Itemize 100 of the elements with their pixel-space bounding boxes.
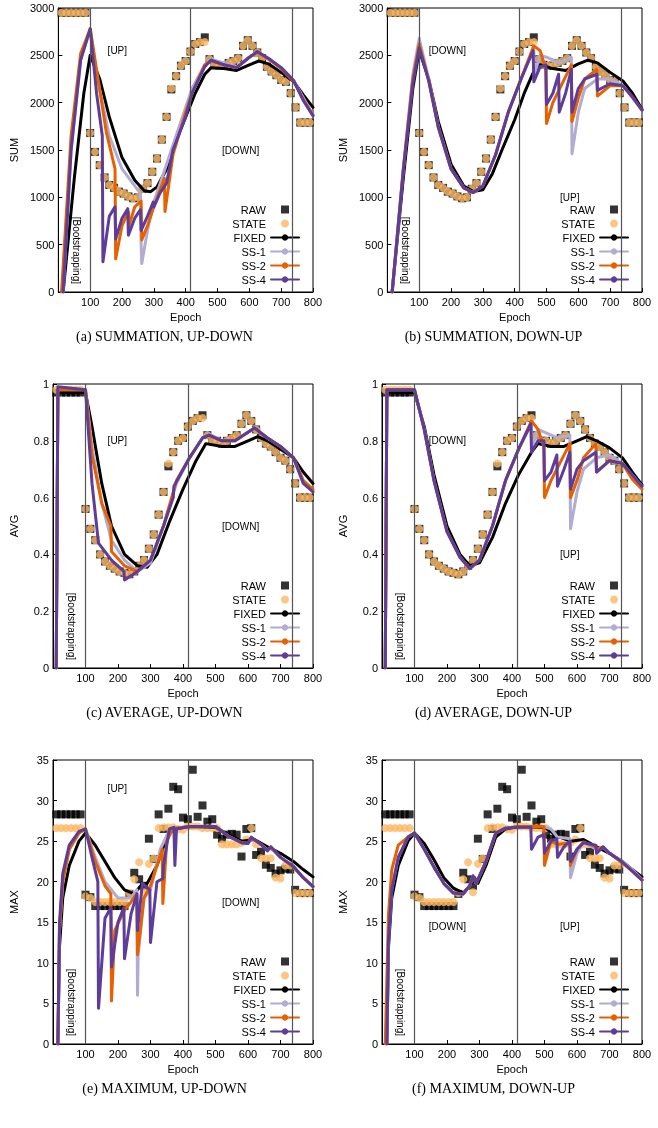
x-tick-label: 800 xyxy=(632,671,652,684)
annotation: [UP] xyxy=(107,782,128,794)
legend-label: RAW xyxy=(569,203,596,216)
legend-label: SS-2 xyxy=(570,635,595,648)
legend-label: SS-4 xyxy=(570,1025,595,1038)
legend-label: SS-4 xyxy=(241,273,266,286)
y-axis-title: AVG xyxy=(7,514,20,538)
ref-line-label: [Bootstrapping] xyxy=(70,216,82,285)
x-axis-title: Epoch xyxy=(499,311,531,324)
ref-line-label: [Bootstrapping] xyxy=(399,216,411,285)
legend-label: SS-1 xyxy=(570,997,595,1010)
x-tick-label: 400 xyxy=(173,671,193,684)
y-tick-label: 0.6 xyxy=(362,491,378,504)
annotation: [DOWN] xyxy=(428,45,467,57)
x-tick-label: 500 xyxy=(535,671,554,684)
y-tick-label: 5 xyxy=(371,997,378,1010)
y-tick-label: 1500 xyxy=(358,144,384,156)
text: (c) AVERAGE, UP-DOWN xyxy=(86,704,243,721)
x-tick-label: 600 xyxy=(238,1047,258,1060)
x-tick-label: 200 xyxy=(441,295,461,308)
x-tick-label: 200 xyxy=(437,1047,457,1060)
ref-line-label: [Bootstrapping] xyxy=(395,592,406,661)
annotation: [UP] xyxy=(107,45,128,57)
x-tick-label: 400 xyxy=(176,295,195,308)
y-tick-label: 2500 xyxy=(29,49,55,62)
x-tick-label: 600 xyxy=(240,295,259,308)
legend-label: RAW xyxy=(240,579,267,592)
y-tick-label: 1 xyxy=(371,378,378,390)
x-tick-label: 300 xyxy=(141,671,160,684)
legend-label: SS-1 xyxy=(570,621,595,634)
y-tick-label: 1000 xyxy=(358,191,384,204)
x-tick-label: 500 xyxy=(206,671,225,684)
legend-label: SS-2 xyxy=(570,259,595,272)
legend-label: STATE xyxy=(561,969,595,982)
y-tick-label: 10 xyxy=(365,956,378,969)
y-tick-label: 0.8 xyxy=(362,434,378,447)
x-tick-label: 200 xyxy=(108,671,128,684)
x-tick-label: 500 xyxy=(537,295,556,308)
legend-label: FIXED xyxy=(562,607,596,620)
x-tick-label: 400 xyxy=(502,671,522,684)
y-tick-label: 20 xyxy=(365,875,378,888)
y-axis-title: AVG xyxy=(336,514,349,538)
x-tick-label: 800 xyxy=(632,1047,652,1060)
x-tick-label: 700 xyxy=(271,671,290,684)
x-axis-title: Epoch xyxy=(170,311,202,324)
x-axis-title: Epoch xyxy=(496,1063,528,1076)
ref-line-label: [Bootstrapping] xyxy=(66,592,77,661)
y-tick-label: 30 xyxy=(36,794,49,807)
annotation: [UP] xyxy=(559,548,580,560)
annotation: [UP] xyxy=(559,191,580,203)
y-tick-label: 35 xyxy=(36,754,49,766)
annotation: [DOWN] xyxy=(222,520,260,532)
annotation: [DOWN] xyxy=(222,144,260,156)
y-tick-label: 0 xyxy=(48,286,55,298)
y-tick-label: 0 xyxy=(42,1038,49,1050)
text: (a) SUMMATION, UP-DOWN xyxy=(76,328,253,345)
y-tick-label: 30 xyxy=(365,794,378,807)
y-tick-label: 0.4 xyxy=(33,548,49,561)
legend-label: SS-4 xyxy=(570,273,595,286)
x-tick-label: 500 xyxy=(208,295,227,308)
y-tick-label: 25 xyxy=(365,835,378,848)
x-tick-label: 600 xyxy=(238,671,258,684)
y-tick-label: 0.4 xyxy=(362,548,378,561)
y-axis-title: SUM xyxy=(336,137,349,163)
y-tick-label: 2000 xyxy=(29,96,55,109)
legend-label: RAW xyxy=(240,203,267,216)
y-tick-label: 0 xyxy=(371,662,378,674)
text: (e) MAXIMUM, UP-DOWN xyxy=(82,1080,247,1097)
x-tick-label: 300 xyxy=(141,1047,160,1060)
x-tick-label: 100 xyxy=(76,1047,95,1060)
x-tick-label: 700 xyxy=(600,1047,619,1060)
legend-label: STATE xyxy=(232,217,266,230)
y-tick-label: 25 xyxy=(36,835,49,848)
x-tick-label: 700 xyxy=(271,295,291,308)
x-tick-label: 800 xyxy=(303,295,323,308)
text: (b) SUMMATION, DOWN-UP xyxy=(404,328,583,345)
annotation: [DOWN] xyxy=(222,896,260,908)
legend-label: STATE xyxy=(232,969,266,982)
y-tick-label: 20 xyxy=(36,875,49,888)
y-tick-label: 2000 xyxy=(358,96,384,109)
legend-label: SS-4 xyxy=(241,1025,266,1038)
y-tick-label: 3000 xyxy=(358,2,384,14)
annotation: [DOWN] xyxy=(428,435,467,447)
x-tick-label: 600 xyxy=(569,295,588,308)
x-tick-label: 400 xyxy=(502,1047,522,1060)
x-tick-label: 300 xyxy=(144,295,164,308)
ref-line-label: [Bootstrapping] xyxy=(66,968,77,1037)
y-axis-title: SUM xyxy=(7,137,20,163)
x-tick-label: 600 xyxy=(567,1047,587,1060)
x-tick-label: 700 xyxy=(600,295,620,308)
x-tick-label: 100 xyxy=(76,671,95,684)
legend-label: SS-2 xyxy=(241,1011,266,1024)
y-tick-label: 1000 xyxy=(29,191,55,204)
x-tick-label: 300 xyxy=(473,295,493,308)
legend-label: FIXED xyxy=(233,607,267,620)
y-tick-label: 500 xyxy=(36,238,55,251)
legend-label: SS-1 xyxy=(241,245,266,258)
legend-label: SS-2 xyxy=(241,259,266,272)
y-tick-label: 0 xyxy=(42,662,49,674)
y-tick-label: 15 xyxy=(365,916,378,929)
